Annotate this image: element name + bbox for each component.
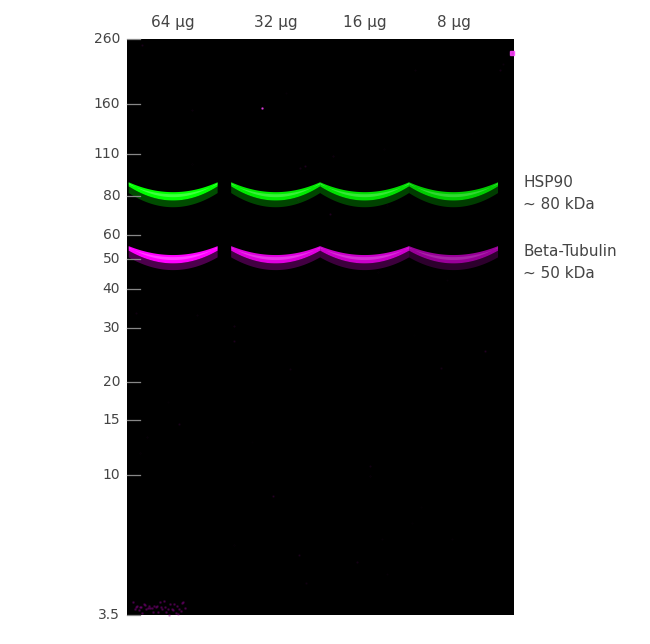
Polygon shape (320, 247, 409, 260)
Text: 15: 15 (103, 413, 120, 428)
Polygon shape (409, 183, 498, 197)
Polygon shape (231, 183, 320, 197)
Polygon shape (231, 251, 320, 270)
Polygon shape (231, 246, 320, 263)
Polygon shape (409, 247, 498, 260)
Text: 10: 10 (103, 468, 120, 482)
Text: HSP90
~ 80 kDa: HSP90 ~ 80 kDa (523, 175, 595, 212)
Polygon shape (320, 246, 409, 263)
Polygon shape (129, 246, 218, 263)
Text: 40: 40 (103, 282, 120, 296)
Text: 60: 60 (103, 228, 120, 242)
Text: 16 μg: 16 μg (343, 15, 386, 30)
Polygon shape (409, 186, 498, 207)
Polygon shape (320, 186, 409, 207)
Text: 260: 260 (94, 32, 120, 46)
Text: 50: 50 (103, 252, 120, 266)
Text: 8 μg: 8 μg (437, 15, 471, 30)
Text: 32 μg: 32 μg (254, 15, 298, 30)
Polygon shape (129, 186, 218, 207)
Text: 64 μg: 64 μg (151, 15, 195, 30)
Text: 160: 160 (94, 97, 120, 111)
Polygon shape (231, 182, 320, 200)
Polygon shape (129, 183, 218, 197)
Polygon shape (129, 247, 218, 260)
Text: 3.5: 3.5 (98, 608, 120, 622)
Polygon shape (320, 182, 409, 200)
Bar (127, 39, 514, 615)
Text: 80: 80 (103, 189, 120, 204)
Polygon shape (320, 251, 409, 270)
Text: Beta-Tubulin
~ 50 kDa: Beta-Tubulin ~ 50 kDa (523, 244, 617, 281)
Polygon shape (409, 246, 498, 263)
Polygon shape (409, 251, 498, 270)
Polygon shape (129, 251, 218, 270)
Text: 30: 30 (103, 321, 120, 335)
Polygon shape (231, 247, 320, 260)
Polygon shape (231, 186, 320, 207)
Polygon shape (409, 182, 498, 200)
Text: 20: 20 (103, 375, 120, 389)
Polygon shape (320, 183, 409, 197)
Text: 110: 110 (94, 147, 120, 161)
Polygon shape (129, 182, 218, 200)
